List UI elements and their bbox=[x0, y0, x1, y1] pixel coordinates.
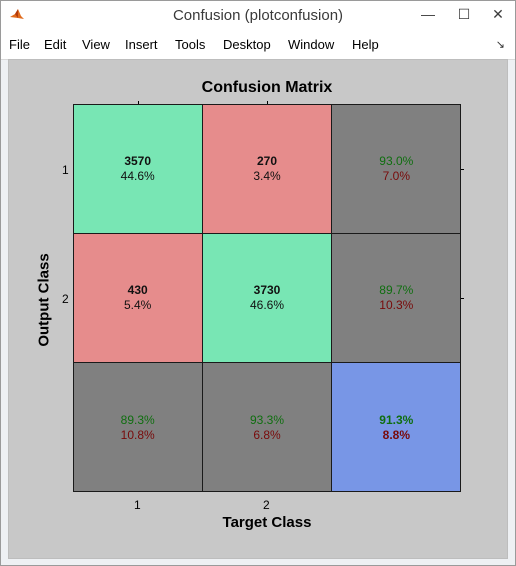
matrix-cell-r1-c1: 3570 44.6% bbox=[73, 104, 203, 234]
menu-window[interactable]: Window bbox=[288, 37, 335, 52]
menu-bar: File Edit View Insert Tools Desktop Wind… bbox=[1, 31, 515, 60]
window-title: Confusion (plotconfusion) bbox=[172, 7, 344, 24]
cell-primary-value: 3570 bbox=[124, 154, 152, 168]
matrix-cell-r3-c3: 91.3% 8.8% bbox=[331, 362, 461, 492]
matrix-cell-r2-c2: 3730 46.6% bbox=[202, 233, 332, 363]
x-axis-label: Target Class bbox=[222, 514, 312, 531]
maximize-button[interactable]: ☐ bbox=[457, 6, 471, 22]
cell-primary-value: 89.3% bbox=[120, 412, 155, 427]
cell-secondary-value: 8.8% bbox=[382, 427, 410, 442]
menu-view[interactable]: View bbox=[82, 37, 110, 52]
cell-secondary-value: 3.4% bbox=[253, 169, 281, 183]
y-tick-1: 1 bbox=[62, 163, 69, 177]
matrix-cell-r3-c1: 89.3% 10.8% bbox=[73, 362, 203, 492]
grid-line-vertical bbox=[72, 104, 74, 492]
grid-line-horizontal bbox=[73, 103, 461, 105]
title-bar[interactable]: Confusion (plotconfusion) — ☐ ✕ bbox=[1, 1, 515, 31]
matrix-cell-r2-c1: 430 5.4% bbox=[73, 233, 203, 363]
matrix-cell-r3-c2: 93.3% 6.8% bbox=[202, 362, 332, 492]
grid-line-vertical bbox=[460, 104, 462, 492]
cell-primary-value: 430 bbox=[127, 283, 148, 298]
grid-line-horizontal bbox=[73, 362, 461, 364]
x-tick-1: 1 bbox=[134, 498, 141, 512]
menu-help[interactable]: Help bbox=[352, 37, 379, 52]
cell-secondary-value: 5.4% bbox=[123, 298, 152, 313]
x-tick-mark bbox=[266, 101, 268, 104]
cell-primary-value: 270 bbox=[256, 154, 277, 168]
cell-secondary-value: 10.8% bbox=[120, 427, 155, 442]
y-tick-mark bbox=[461, 297, 464, 299]
cell-primary-value: 93.3% bbox=[249, 412, 284, 427]
matrix-cell-r2-c3: 89.7% 10.3% bbox=[331, 233, 461, 363]
y-tick-mark bbox=[461, 168, 464, 170]
menu-file[interactable]: File bbox=[9, 37, 30, 52]
cell-secondary-value: 6.8% bbox=[253, 427, 281, 442]
cell-secondary-value: 46.6% bbox=[249, 298, 284, 313]
cell-secondary-value: 10.3% bbox=[379, 298, 414, 313]
minimize-button[interactable]: — bbox=[421, 6, 435, 22]
dock-arrow-icon[interactable]: ↘ bbox=[495, 39, 505, 51]
matlab-icon bbox=[9, 7, 25, 23]
x-tick-2: 2 bbox=[263, 498, 270, 512]
menu-edit[interactable]: Edit bbox=[44, 37, 67, 52]
y-axis-label: Output Class bbox=[35, 253, 53, 347]
menu-insert[interactable]: Insert bbox=[125, 37, 158, 52]
cell-primary-value: 93.0% bbox=[379, 154, 414, 168]
y-tick-2: 2 bbox=[62, 292, 69, 306]
cell-primary-value: 3730 bbox=[253, 283, 281, 298]
plot-title: Confusion Matrix bbox=[201, 79, 333, 96]
cell-primary-value: 91.3% bbox=[379, 412, 414, 427]
menu-desktop[interactable]: Desktop bbox=[223, 37, 271, 52]
cell-secondary-value: 7.0% bbox=[382, 169, 410, 183]
cell-primary-value: 89.7% bbox=[379, 283, 414, 298]
close-button[interactable]: ✕ bbox=[492, 6, 504, 22]
menu-tools[interactable]: Tools bbox=[175, 37, 206, 52]
grid-line-horizontal bbox=[73, 491, 461, 493]
matrix-cell-r1-c3: 93.0% 7.0% bbox=[331, 104, 461, 234]
matrix-cell-r1-c2: 270 3.4% bbox=[202, 104, 332, 234]
grid-line-vertical bbox=[331, 104, 333, 492]
cell-secondary-value: 44.6% bbox=[120, 169, 155, 183]
x-tick-mark bbox=[137, 101, 139, 104]
grid-line-horizontal bbox=[73, 232, 461, 234]
grid-line-vertical bbox=[201, 104, 203, 492]
